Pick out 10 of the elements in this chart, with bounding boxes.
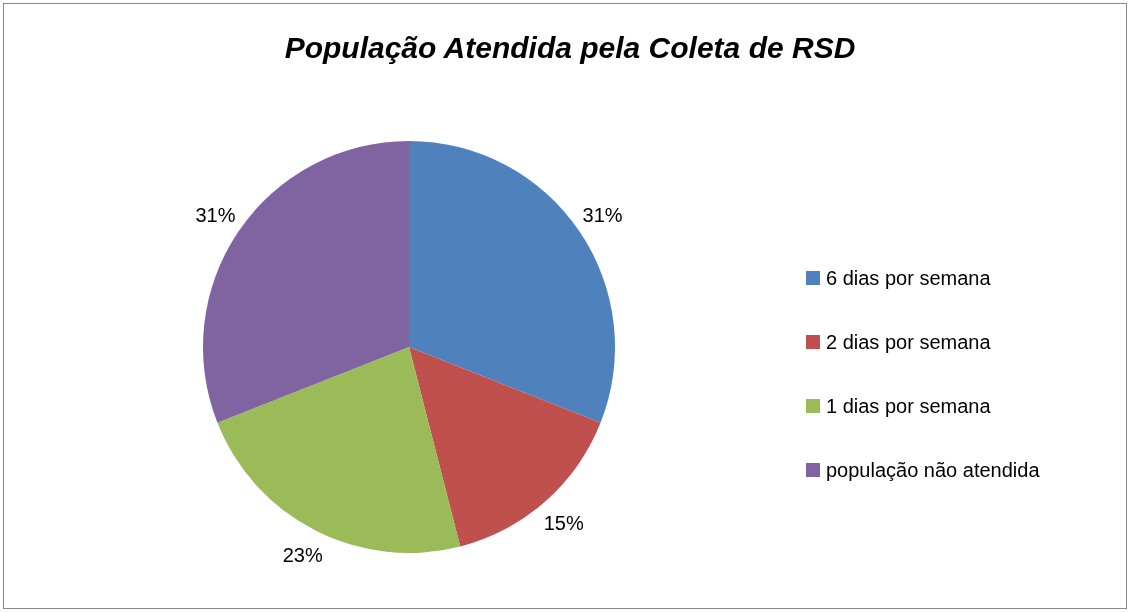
chart-title: População Atendida pela Coleta de RSD (284, 31, 856, 64)
data-label: 31% (195, 204, 236, 227)
data-label: 15% (543, 511, 584, 534)
data-label: 23% (282, 544, 323, 567)
legend-label: 6 dias por semana (826, 267, 992, 289)
data-label: 31% (582, 204, 623, 227)
pie-slice (409, 347, 601, 547)
legend-label: 1 dias por semana (826, 395, 992, 417)
legend-label: população não atendida (826, 459, 1041, 481)
legend-label: 2 dias por semana (826, 331, 992, 353)
